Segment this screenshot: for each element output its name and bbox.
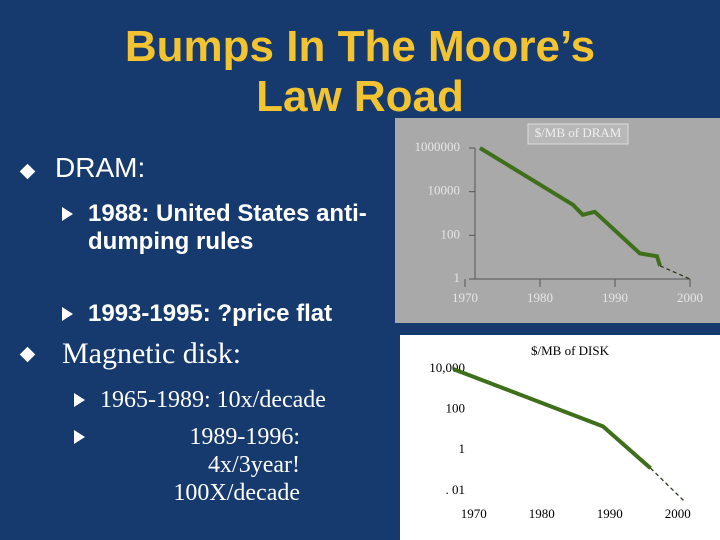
chart-panel [400, 335, 720, 540]
sub-bullet: 1993-1995: ?price flat [88, 300, 333, 327]
y-tick-label: 100 [441, 226, 461, 241]
y-tick-label: 100 [446, 401, 466, 416]
sub-bullet: 1989-1996: 4x/3year! 100X/decade [173, 424, 300, 506]
slide-title: Bumps In The Moore’s Law Road [124, 22, 596, 121]
sub-bullet: 1965-1989: 10x/decade [100, 387, 326, 413]
chart-title: $/MB of DRAM [535, 125, 622, 140]
x-tick-label: 1980 [529, 506, 555, 521]
x-tick-label: 2000 [677, 290, 703, 305]
data-line [659, 265, 691, 280]
chart-panel [395, 118, 720, 323]
x-tick-label: 1990 [602, 290, 628, 305]
chart-title-box [527, 123, 629, 145]
sub-bullet-icon [74, 393, 85, 407]
sub-bullet: 1988: United States anti-dumping rules [88, 200, 367, 255]
x-tick-label: 1990 [597, 506, 623, 521]
data-line [650, 467, 686, 502]
sub-bullet-icon [62, 307, 73, 321]
x-tick-label: 1980 [527, 290, 553, 305]
y-tick-label: 10000 [428, 183, 461, 198]
y-tick-label: 1000000 [415, 139, 461, 154]
y-tick-label: 1 [459, 441, 466, 456]
y-tick-label: 1 [454, 270, 461, 285]
x-tick-label: 2000 [665, 506, 691, 521]
y-tick-label: . 01 [446, 482, 466, 497]
bullet: Magnetic disk: [62, 337, 242, 370]
data-line [478, 146, 662, 267]
data-line [452, 367, 652, 470]
chart-title: $/MB of DISK [531, 343, 610, 358]
x-tick-label: 1970 [452, 290, 478, 305]
sub-bullet-icon [74, 430, 85, 444]
sub-bullet-icon [62, 207, 73, 221]
bullet: DRAM: [55, 152, 146, 183]
x-tick-label: 1970 [461, 506, 487, 521]
